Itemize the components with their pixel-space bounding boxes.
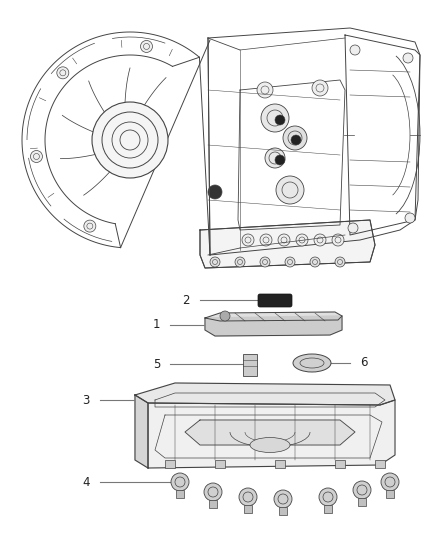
Circle shape [260, 257, 270, 267]
Circle shape [171, 473, 189, 491]
Polygon shape [148, 400, 395, 468]
Circle shape [285, 257, 295, 267]
Polygon shape [135, 383, 395, 405]
Circle shape [31, 150, 42, 163]
Bar [358, 498, 366, 506]
Circle shape [210, 257, 220, 267]
Circle shape [312, 80, 328, 96]
Circle shape [278, 234, 290, 246]
Text: 3: 3 [83, 393, 90, 407]
Circle shape [348, 223, 358, 233]
Circle shape [381, 473, 399, 491]
Text: 6: 6 [360, 357, 367, 369]
Bar [209, 500, 217, 508]
Text: 4: 4 [82, 475, 90, 489]
Circle shape [260, 234, 272, 246]
Circle shape [242, 234, 254, 246]
Circle shape [220, 311, 230, 321]
Circle shape [204, 483, 222, 501]
Circle shape [353, 481, 371, 499]
Bar [244, 505, 252, 513]
Circle shape [235, 257, 245, 267]
Circle shape [239, 488, 257, 506]
Circle shape [208, 185, 222, 199]
Circle shape [261, 104, 289, 132]
Bar [243, 354, 257, 376]
Circle shape [274, 490, 292, 508]
Bar [375, 460, 385, 468]
Text: 1: 1 [152, 319, 160, 332]
Bar [215, 460, 225, 468]
Circle shape [335, 257, 345, 267]
Bar [335, 460, 345, 468]
Circle shape [332, 234, 344, 246]
Circle shape [57, 67, 69, 79]
Text: 2: 2 [183, 294, 190, 306]
Circle shape [276, 176, 304, 204]
Circle shape [291, 135, 301, 145]
Circle shape [275, 155, 285, 165]
Circle shape [310, 257, 320, 267]
Circle shape [265, 148, 285, 168]
Polygon shape [205, 316, 342, 336]
Circle shape [141, 41, 152, 52]
Text: 5: 5 [152, 358, 160, 370]
Polygon shape [185, 420, 355, 445]
Polygon shape [205, 312, 342, 321]
Polygon shape [135, 395, 148, 468]
Ellipse shape [250, 438, 290, 453]
Circle shape [275, 115, 285, 125]
Circle shape [84, 220, 96, 232]
Circle shape [403, 53, 413, 63]
Bar [386, 490, 394, 498]
Circle shape [92, 102, 168, 178]
Polygon shape [200, 220, 375, 268]
Circle shape [350, 45, 360, 55]
Circle shape [283, 126, 307, 150]
Bar [279, 507, 287, 515]
Bar [176, 490, 184, 498]
Circle shape [296, 234, 308, 246]
Circle shape [319, 488, 337, 506]
Circle shape [257, 82, 273, 98]
Bar [324, 505, 332, 513]
Bar [165, 460, 175, 468]
FancyBboxPatch shape [258, 294, 292, 307]
Bar [275, 460, 285, 468]
Circle shape [314, 234, 326, 246]
Ellipse shape [293, 354, 331, 372]
Circle shape [405, 213, 415, 223]
